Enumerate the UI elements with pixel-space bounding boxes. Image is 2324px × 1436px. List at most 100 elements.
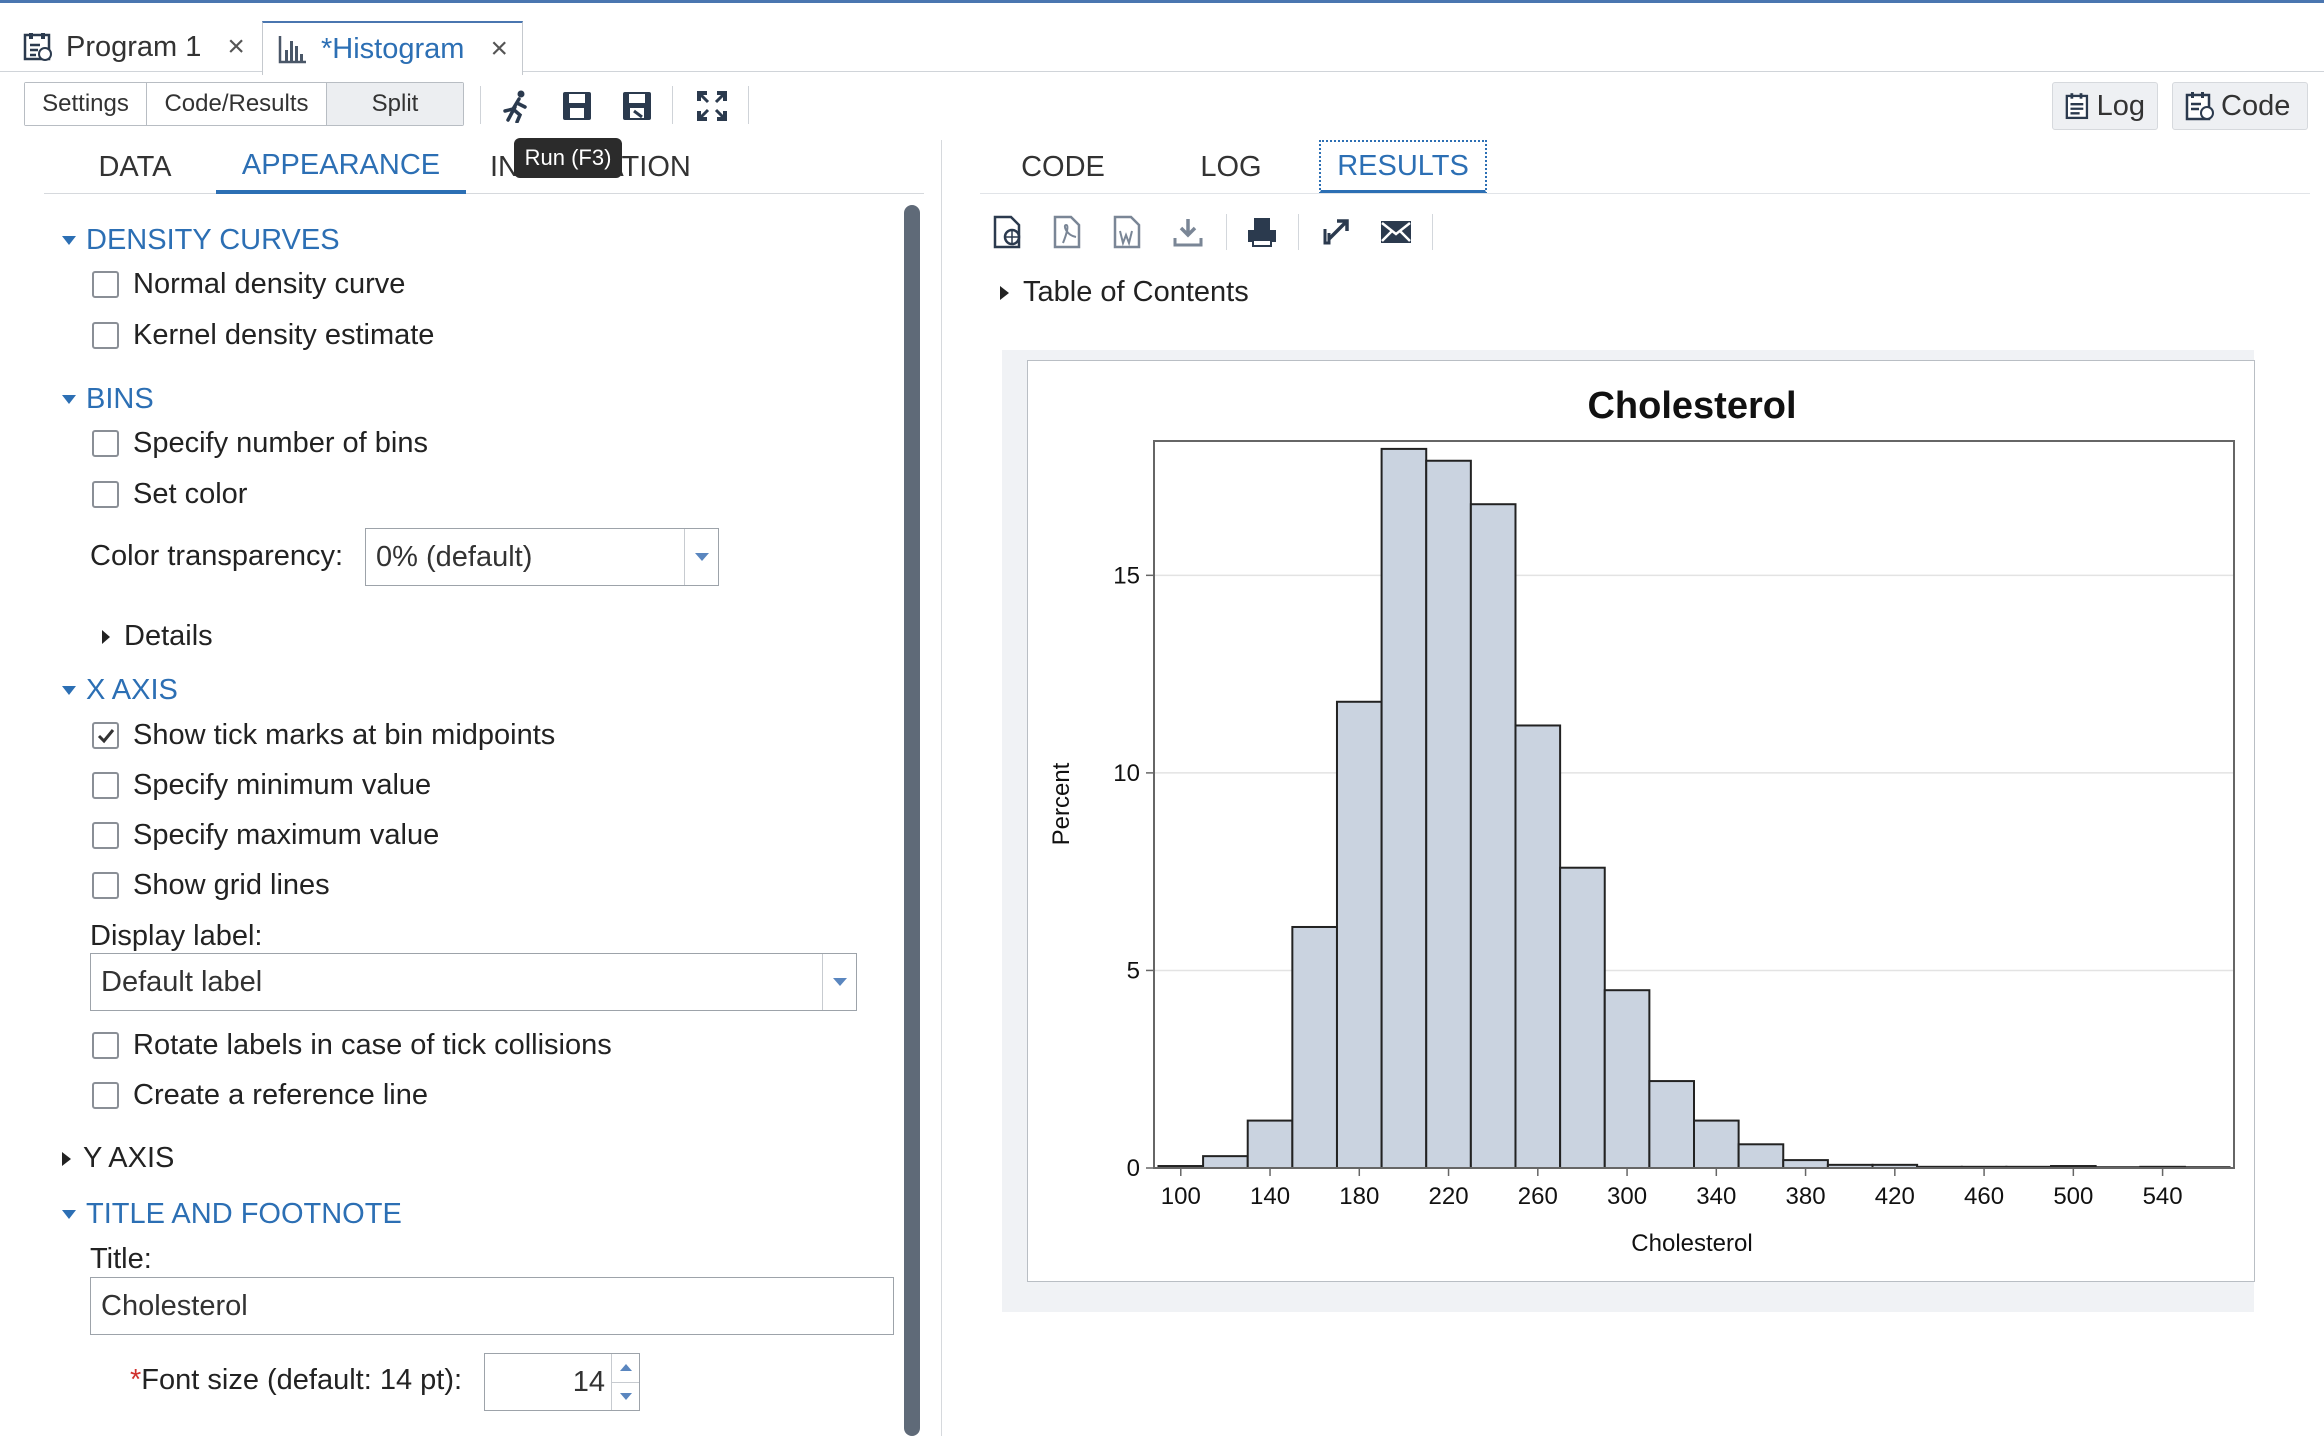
grid-lines-checkbox[interactable] <box>92 872 119 899</box>
tab-label: *Histogram <box>321 32 465 65</box>
table-of-contents-toggle[interactable]: Table of Contents <box>1000 276 1249 309</box>
reference-line-checkbox[interactable] <box>92 1082 119 1109</box>
x-axis-header[interactable]: X AXIS <box>62 674 178 707</box>
display-label-select[interactable]: Default label <box>90 953 857 1011</box>
html-icon[interactable] <box>988 212 1028 252</box>
y-tick-label: 0 <box>1127 1155 1140 1182</box>
x-axis-label: Cholesterol <box>1631 1230 1752 1257</box>
set-color-checkbox-row[interactable]: Set color <box>92 478 247 511</box>
word-icon[interactable] <box>1108 212 1148 252</box>
code-results-button[interactable]: Code/Results <box>147 83 327 125</box>
stepper-value: 14 <box>572 1365 605 1398</box>
tick-marks-checkbox[interactable] <box>92 722 119 749</box>
chevron-down-icon[interactable] <box>684 529 718 585</box>
checkbox-label: Show tick marks at bin midpoints <box>133 719 556 751</box>
run-tooltip: Run (F3) <box>514 138 622 178</box>
number-of-bins-checkbox-row[interactable]: Specify number of bins <box>92 427 428 460</box>
histogram-bar <box>1737 1143 1785 1169</box>
chevron-down-icon <box>619 1392 632 1400</box>
select-value: 0% (default) <box>376 540 533 573</box>
chevron-down-icon[interactable] <box>822 954 856 1010</box>
code-button[interactable]: Code <box>2172 82 2308 130</box>
reference-line-checkbox-row[interactable]: Create a reference line <box>92 1079 428 1112</box>
kernel-density-checkbox-row[interactable]: Kernel density estimate <box>92 319 434 352</box>
tab-data[interactable]: DATA <box>98 150 172 183</box>
close-icon[interactable]: × <box>490 32 508 65</box>
x-tick-label: 260 <box>1518 1183 1558 1210</box>
tab-appearance[interactable]: APPEARANCE <box>216 140 466 194</box>
email-icon[interactable] <box>1376 212 1416 252</box>
chevron-down-icon <box>62 1210 76 1219</box>
density-curves-header[interactable]: DENSITY CURVES <box>62 224 340 257</box>
tab-code[interactable]: CODE <box>1021 150 1105 183</box>
decrement-button[interactable] <box>612 1383 639 1411</box>
close-icon[interactable]: × <box>227 30 245 63</box>
normal-density-checkbox-row[interactable]: Normal density curve <box>92 268 405 301</box>
font-size-stepper[interactable]: 14 <box>484 1353 640 1411</box>
view-mode-segmented-control: Settings Code/Results Split <box>24 82 464 126</box>
left-panel-tabs: DATA APPEARANCE INFORMATION <box>44 140 924 194</box>
histogram-bar <box>1291 925 1338 1170</box>
title-footnote-header[interactable]: TITLE AND FOOTNOTE <box>62 1198 402 1231</box>
tab-histogram[interactable]: *Histogram × <box>262 21 523 75</box>
save-icon[interactable] <box>557 86 597 126</box>
set-color-checkbox[interactable] <box>92 481 119 508</box>
left-panel-scrollbar[interactable] <box>904 205 920 1436</box>
pdf-icon[interactable] <box>1048 212 1088 252</box>
right-tabs-baseline <box>980 193 2310 194</box>
log-button[interactable]: Log <box>2052 82 2158 130</box>
download-icon[interactable] <box>1168 212 1208 252</box>
tab-log[interactable]: LOG <box>1200 150 1262 183</box>
increment-button[interactable] <box>612 1354 639 1383</box>
rotate-labels-checkbox-row[interactable]: Rotate labels in case of tick collisions <box>92 1029 612 1062</box>
checkbox-label: Create a reference line <box>133 1079 428 1111</box>
min-value-checkbox-row[interactable]: Specify minimum value <box>92 769 431 802</box>
settings-button[interactable]: Settings <box>25 83 147 125</box>
rotate-labels-checkbox[interactable] <box>92 1032 119 1059</box>
checkbox-label: Specify maximum value <box>133 819 440 851</box>
maximize-icon[interactable] <box>692 86 732 126</box>
y-axis-header[interactable]: Y AXIS <box>62 1142 174 1175</box>
checkbox-label: Specify minimum value <box>133 769 432 801</box>
x-tick-label: 220 <box>1429 1183 1469 1210</box>
panel-divider[interactable] <box>941 140 942 1436</box>
title-label: Title: <box>90 1243 152 1275</box>
code-icon <box>2185 92 2214 121</box>
min-value-checkbox[interactable] <box>92 772 119 799</box>
histogram-icon <box>278 36 306 64</box>
print-icon[interactable] <box>1242 212 1282 252</box>
checkbox-label: Set color <box>133 478 248 510</box>
expand-icon[interactable] <box>1316 212 1356 252</box>
histogram-bar <box>1246 1119 1294 1170</box>
bins-header[interactable]: BINS <box>62 383 154 416</box>
histogram-bar <box>1425 459 1472 1169</box>
x-tick-label: 140 <box>1250 1183 1290 1210</box>
tab-program-1[interactable]: Program 1 × <box>22 21 245 73</box>
title-input[interactable]: Cholesterol <box>90 1277 894 1335</box>
number-of-bins-checkbox[interactable] <box>92 430 119 457</box>
run-icon[interactable] <box>497 86 537 126</box>
details-label: Details <box>124 620 213 652</box>
checkbox-label: Rotate labels in case of tick collisions <box>133 1029 612 1061</box>
x-tick-label: 460 <box>1964 1183 2004 1210</box>
kernel-density-checkbox[interactable] <box>92 322 119 349</box>
checkbox-label: Kernel density estimate <box>133 319 435 351</box>
x-tick-label: 540 <box>2143 1183 2183 1210</box>
max-value-checkbox[interactable] <box>92 822 119 849</box>
checkbox-label: Specify number of bins <box>133 427 428 459</box>
save-as-icon[interactable] <box>617 86 657 126</box>
normal-density-checkbox[interactable] <box>92 271 119 298</box>
tick-marks-checkbox-row[interactable]: Show tick marks at bin midpoints <box>92 719 555 752</box>
toolbar-separator <box>1432 214 1433 250</box>
histogram-bar <box>1335 700 1383 1169</box>
font-size-label: *Font size (default: 14 pt): <box>130 1364 462 1397</box>
histogram-bar <box>1648 1080 1695 1170</box>
plot-area-frame <box>1153 440 2235 1169</box>
max-value-checkbox-row[interactable]: Specify maximum value <box>92 819 439 852</box>
grid-lines-checkbox-row[interactable]: Show grid lines <box>92 869 330 902</box>
details-expander[interactable]: Details <box>102 620 213 653</box>
split-button[interactable]: Split <box>327 83 463 125</box>
tab-results[interactable]: RESULTS <box>1319 140 1487 194</box>
color-transparency-select[interactable]: 0% (default) <box>365 528 719 586</box>
document-tab-bar: Program 1 × *Histogram × <box>0 0 2324 75</box>
